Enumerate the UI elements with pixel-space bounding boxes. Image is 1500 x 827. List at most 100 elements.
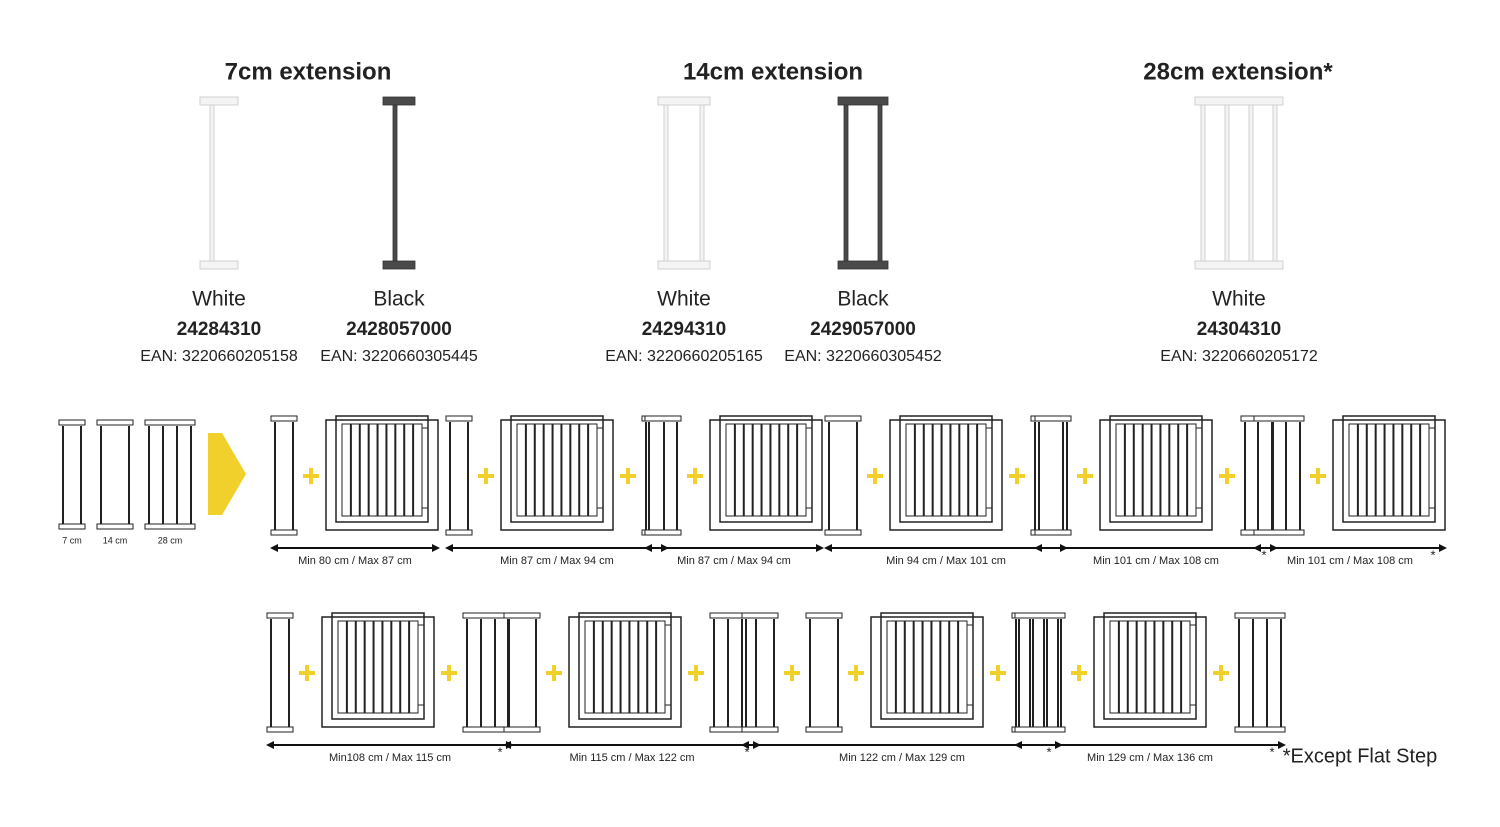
arrow-head [1253, 544, 1261, 552]
gate-panel [341, 423, 423, 517]
gate-frame [568, 616, 682, 728]
gate-handle [1189, 624, 1197, 706]
size-note: * [1430, 547, 1435, 562]
size-range: Min 87 cm / Max 94 cm [500, 555, 614, 567]
gate-handle [805, 427, 813, 509]
arrow-head [644, 544, 652, 552]
gate-handle [664, 624, 672, 706]
extension-cap [741, 726, 779, 733]
gate-panel [337, 620, 419, 714]
product-code: 2429057000 [810, 319, 916, 340]
size-note: * [1046, 744, 1051, 759]
product-cap [657, 260, 711, 270]
gate-handle [966, 624, 974, 706]
extension-cap [1253, 529, 1305, 536]
product-bar [209, 103, 215, 263]
arrow-head [824, 544, 832, 552]
product-bar [1224, 103, 1230, 263]
gate-handle [985, 427, 993, 509]
product-color: White [1212, 288, 1266, 311]
product-cap [199, 260, 239, 270]
gate-frame [500, 419, 614, 531]
extension-cap [270, 415, 298, 422]
size-note: * [1269, 744, 1274, 759]
gate-door [510, 415, 604, 523]
product-cap [837, 96, 889, 106]
extension-cap [445, 415, 473, 422]
arrow-head [1439, 544, 1447, 552]
extension-cap [644, 529, 682, 536]
size-range: Min 115 cm / Max 122 cm [569, 752, 694, 764]
extension-cap [805, 612, 843, 619]
arrow-head [270, 544, 278, 552]
footnote: *Except Flat Step [1283, 745, 1438, 767]
group-title: 7cm extension [225, 58, 392, 85]
size-range: Min 101 cm / Max 108 cm [1287, 555, 1413, 567]
product-ean: EAN: 3220660205158 [140, 348, 298, 365]
arrow-head [816, 544, 824, 552]
arrow-head [1034, 544, 1042, 552]
extension-cap [1014, 612, 1066, 619]
extension-cap [58, 523, 86, 530]
product-bar [877, 103, 883, 263]
gate-frame [1332, 419, 1446, 531]
arrow-head [266, 741, 274, 749]
product-color: Black [373, 288, 425, 311]
extension-cap [824, 529, 862, 536]
extension-cap [1234, 612, 1286, 619]
extension-cap [1034, 415, 1072, 422]
product-ean: EAN: 3220660205172 [1160, 348, 1318, 365]
extension-cap [741, 612, 779, 619]
extension-cap [144, 419, 196, 426]
extension-cap [644, 415, 682, 422]
extension-cap [270, 529, 298, 536]
gate-frame [1099, 419, 1213, 531]
extension-cap [445, 529, 473, 536]
gate-handle [1195, 427, 1203, 509]
gate-door [1103, 612, 1197, 720]
product-bar [843, 103, 849, 263]
product-bar [699, 103, 705, 263]
gate-door [880, 612, 974, 720]
gate-frame [325, 419, 439, 531]
size-range: Min 94 cm / Max 101 cm [886, 555, 1006, 567]
extension-cap [1034, 529, 1072, 536]
product-cap [382, 96, 416, 106]
arrow-head [1278, 741, 1286, 749]
product-ean: EAN: 3220660305452 [784, 348, 942, 365]
size-range: Min 129 cm / Max 136 cm [1087, 752, 1213, 764]
size-range: Min 80 cm / Max 87 cm [298, 555, 412, 567]
extension-cap [96, 419, 134, 426]
arrow-head [503, 741, 511, 749]
extension-cap [503, 726, 541, 733]
gate-panel [1348, 423, 1430, 517]
gate-frame [321, 616, 435, 728]
gate-door [335, 415, 429, 523]
arrow-icon [208, 433, 246, 515]
gate-panel [1109, 620, 1191, 714]
extension-cap [1253, 415, 1305, 422]
extension-cap [58, 419, 86, 426]
gate-handle [1428, 427, 1436, 509]
gate-door [578, 612, 672, 720]
extension-cap [503, 612, 541, 619]
product-color: White [192, 288, 246, 311]
product-code: 24284310 [177, 319, 262, 340]
gate-door [719, 415, 813, 523]
group-title: 14cm extension [683, 58, 863, 85]
arrow-head [445, 544, 453, 552]
product-code: 24294310 [642, 319, 727, 340]
extension-cap [96, 523, 134, 530]
gate-panel [905, 423, 987, 517]
extension-cap [1014, 726, 1066, 733]
extension-cap [144, 523, 196, 530]
gate-frame [709, 419, 823, 531]
gate-frame [870, 616, 984, 728]
product-bar [1200, 103, 1206, 263]
gate-door [899, 415, 993, 523]
product-cap [837, 260, 889, 270]
size-note: * [1261, 547, 1266, 562]
gate-panel [1115, 423, 1197, 517]
product-color: Black [837, 288, 889, 311]
